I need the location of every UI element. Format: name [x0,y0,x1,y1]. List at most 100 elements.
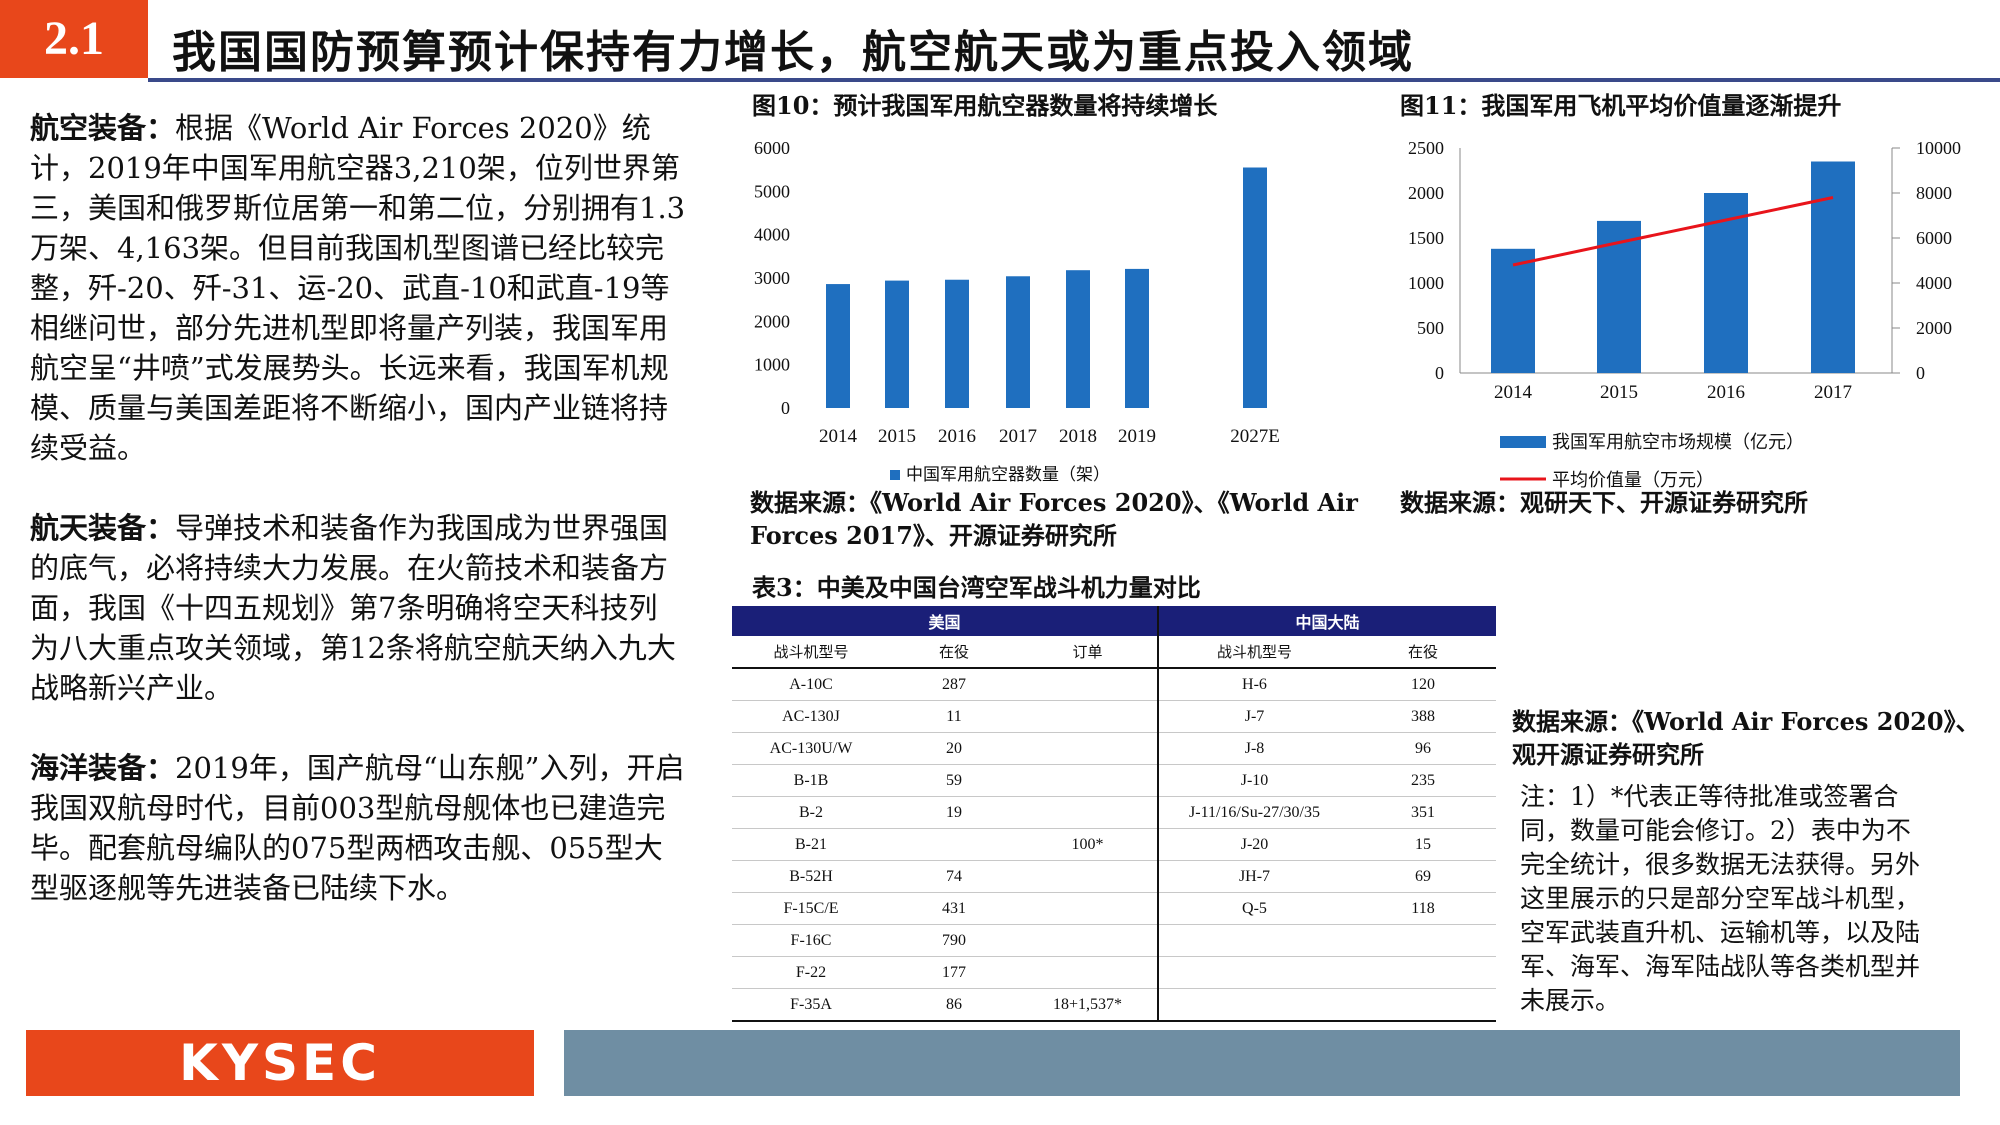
table-cell: Q-5 [1158,892,1350,925]
table-cell: J-7 [1158,700,1350,733]
table-cell: 118 [1350,892,1496,925]
table-cell: AC-130U/W [732,732,890,765]
legend-swatch [890,470,900,480]
table-column-headers: 战斗机型号 在役 订单 战斗机型号 在役 [732,636,1496,669]
table-cell: 120 [1350,668,1496,701]
table-cell: 96 [1350,732,1496,765]
table-cell: B-1B [732,764,890,797]
x-tick-label: 2017 [1814,382,1852,403]
kysec-logo: KYSEC [26,1030,534,1096]
table-cell: AC-130J [732,700,890,733]
legend-label: 中国军用航空器数量（架） [906,465,1110,484]
y2-tick-label: 10000 [1916,138,1961,158]
table-cell: B-52H [732,860,890,893]
table-cell [1158,988,1350,1022]
column-header: 战斗机型号 [1158,636,1350,669]
table-cell: B-2 [732,796,890,829]
y2-tick-label: 6000 [1916,228,1952,248]
table-cell: 388 [1350,700,1496,733]
paragraph-lead: 航天装备： [30,511,176,545]
table-cell: F-16C [732,924,890,957]
table-cell [1018,796,1159,829]
table-row: A-10C 287 H-6 120 [732,668,1496,701]
y-tick-label: 2500 [1408,138,1444,158]
table-cell: 86 [890,988,1018,1022]
table-cell: F-22 [732,956,890,989]
column-header: 战斗机型号 [732,636,890,669]
table-cell: 69 [1350,860,1496,893]
table-group-us: 美国 [732,606,1159,636]
fig11-title: 图11：我国军用飞机平均价值量逐渐提升 [1400,91,1842,120]
bar [1491,248,1535,373]
x-tick-label: 2014 [1494,382,1533,403]
table-cell: 74 [890,860,1018,893]
y-tick-label: 3000 [754,268,790,288]
table-row: F-16C 790 [732,924,1496,957]
fig10-bar-chart: 6000 5000 4000 3000 2000 1000 0 2014 2015 2016 201… [754,138,1280,484]
table-cell: 235 [1350,764,1496,797]
table-cell [890,828,1018,861]
table-cell: A-10C [732,668,890,701]
table-row: F-35A 86 18+1,537* [732,988,1496,1022]
paragraph-aerospace: 航天装备：导弹技术和装备作为我国成为世界强国的底气，必将持续大力发展。在火箭技术… [30,508,686,708]
footer-bar [564,1030,1960,1096]
table-row: AC-130J 11 J-7 388 [732,700,1496,733]
x-tick-label: 2015 [1600,382,1638,403]
table-group-cn: 中国大陆 [1158,606,1496,636]
legend-label: 我国军用航空市场规模（亿元） [1552,432,1804,452]
table-cell: JH-7 [1158,860,1350,893]
y2-tick-label: 0 [1916,363,1925,383]
y2-tick-label: 2000 [1916,318,1952,338]
bar [1811,161,1855,373]
table-cell: 15 [1350,828,1496,861]
y2-tick-label: 8000 [1916,183,1952,203]
x-tick-label: 2016 [1707,382,1745,403]
table-cell: 11 [890,700,1018,733]
x-tick-label: 2027E [1230,426,1280,447]
table-cell: 287 [890,668,1018,701]
table-cell: 431 [890,892,1018,925]
table-cell: 20 [890,732,1018,765]
bar [885,280,909,408]
paragraph-marine: 海洋装备：2019年，国产航母“山东舰”入列，开启我国双航母时代，目前003型航… [30,748,686,908]
y-tick-label: 1000 [1408,273,1444,293]
title-underline [148,78,2000,82]
x-tick-label: 2019 [1118,426,1156,447]
fighter-comparison-table: 美国 中国大陆 战斗机型号 在役 订单 战斗机型号 在役 A-10C 287 H-6… [732,606,1496,1022]
table3-note: 注：1）*代表正等待批准或签署合同，数量可能会修订。2）表中为不完全统计，很多数… [1520,782,1921,1015]
paragraph-lead: 海洋装备： [30,751,176,785]
bar [945,279,969,408]
table-cell [1018,892,1159,925]
table-cell [1018,860,1159,893]
fig11-source: 数据来源：观研天下、开源证券研究所 [1400,488,1808,517]
x-tick-label: 2015 [878,426,916,447]
table-row: F-22 177 [732,956,1496,989]
column-header: 在役 [890,636,1018,669]
table-cell: 790 [890,924,1018,957]
table-cell: B-21 [732,828,890,861]
x-tick-label: 2018 [1059,426,1097,447]
table-cell: 351 [1350,796,1496,829]
y2-tick-label: 4000 [1916,273,1952,293]
table-row: F-15C/E 431 Q-5 118 [732,892,1496,925]
y-tick-label: 2000 [754,311,790,331]
table-cell: H-6 [1158,668,1350,701]
bar [1243,167,1267,408]
column-header: 订单 [1018,636,1159,669]
fig10-source: 数据来源：《World Air Forces 2020》、《World Air … [750,488,1358,550]
table3-source: 数据来源：《World Air Forces 2020》、观开源证券研究所 [1512,707,1980,769]
x-tick-label: 2014 [819,426,858,447]
table-cell: F-15C/E [732,892,890,925]
table-cell [1018,764,1159,797]
y-tick-label: 0 [781,398,790,418]
table-cell [1018,924,1159,957]
fig11-combo-chart: 2500 2000 1500 1000 500 0 10000 8000 6000 4000 200… [1408,138,1961,490]
fig10-title: 图10：预计我国军用航空器数量将持续增长 [752,91,1218,120]
table-cell [1350,988,1496,1022]
y-tick-label: 0 [1435,363,1444,383]
column-header: 在役 [1350,636,1496,669]
bar [1006,276,1030,408]
table-cell [1018,668,1159,701]
table-row: B-1B 59 J-10 235 [732,764,1496,797]
left-text-column: 航空装备：根据《World Air Forces 2020》统计，2019年中国… [30,108,686,948]
